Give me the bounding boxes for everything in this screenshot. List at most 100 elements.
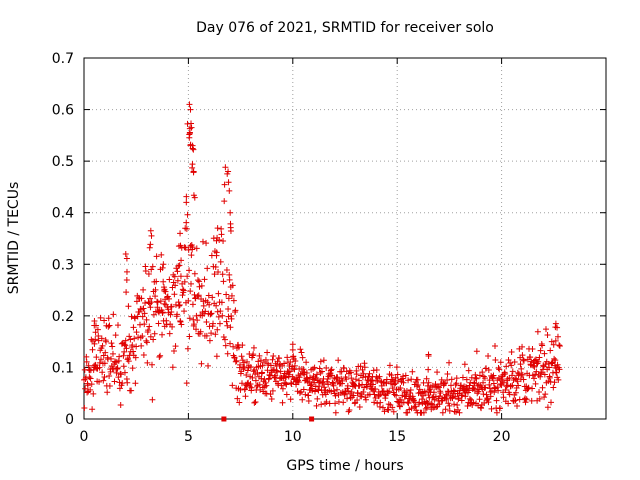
data-point — [417, 389, 424, 396]
data-point — [339, 377, 346, 384]
data-point — [91, 322, 98, 329]
chart-title: Day 076 of 2021, SRMTID for receiver sol… — [196, 20, 494, 36]
data-point — [425, 353, 432, 360]
data-point — [236, 399, 243, 406]
data-point — [149, 263, 156, 270]
tick-labels: 0 0.1 0.2 0.3 0.4 0.5 0.6 0.7 0 5 10 15 20 — [52, 51, 511, 445]
data-point — [140, 286, 147, 293]
data-point — [215, 268, 222, 275]
data-point — [544, 404, 551, 411]
data-point — [89, 346, 96, 353]
data-point — [402, 372, 409, 379]
data-point — [185, 297, 192, 304]
plot-frame — [83, 57, 607, 420]
data-point — [515, 370, 522, 377]
data-point — [169, 323, 176, 330]
data-point — [126, 333, 133, 340]
data-point — [356, 377, 363, 384]
data-point — [309, 387, 316, 394]
data-point — [221, 336, 228, 343]
data-point — [112, 332, 119, 339]
data-point — [125, 303, 132, 310]
data-point — [490, 372, 497, 379]
data-point — [298, 349, 305, 356]
data-point — [446, 407, 453, 414]
data-point — [252, 399, 259, 406]
data-point — [344, 395, 351, 402]
data-point — [508, 348, 515, 355]
data-point — [515, 382, 522, 389]
data-point — [377, 399, 384, 406]
data-point — [132, 380, 139, 387]
y-tick-label: 0.3 — [52, 257, 74, 273]
data-point — [533, 368, 540, 375]
data-point — [360, 370, 367, 377]
data-point — [148, 299, 155, 306]
data-point — [392, 374, 399, 381]
data-point — [290, 356, 297, 363]
data-point — [539, 384, 546, 391]
data-point — [422, 405, 429, 412]
data-point — [194, 293, 201, 300]
data-point — [492, 356, 499, 363]
data-point — [485, 399, 492, 406]
data-point — [522, 399, 529, 406]
axis-ticks — [83, 57, 606, 420]
data-point — [82, 385, 89, 392]
data-point — [313, 371, 320, 378]
data-point — [465, 367, 472, 374]
data-point — [176, 302, 183, 309]
data-point — [218, 299, 225, 306]
data-point — [182, 244, 189, 251]
data-point — [100, 377, 107, 384]
data-point — [318, 401, 325, 408]
data-point — [546, 374, 553, 381]
data-point — [224, 170, 231, 177]
data-point — [233, 357, 240, 364]
data-point — [524, 386, 531, 393]
data-point — [177, 273, 184, 280]
data-point — [174, 277, 181, 284]
data-point — [352, 376, 359, 383]
data-point — [89, 406, 96, 413]
data-point — [537, 373, 544, 380]
x-tick-label: 15 — [388, 429, 406, 445]
data-point — [122, 250, 129, 257]
data-point — [497, 359, 504, 366]
data-point — [548, 360, 555, 367]
data-point — [138, 342, 145, 349]
data-point — [171, 273, 178, 280]
data-point — [348, 388, 355, 395]
data-point — [328, 388, 335, 395]
data-point — [436, 401, 443, 408]
data-point — [422, 389, 429, 396]
data-point — [485, 367, 492, 374]
data-point — [178, 321, 185, 328]
data-point — [519, 371, 526, 378]
data-point — [244, 358, 251, 365]
data-point — [186, 131, 193, 138]
data-point — [219, 271, 226, 278]
data-point — [229, 382, 236, 389]
data-point — [153, 253, 160, 260]
data-point — [129, 365, 136, 372]
data-point — [101, 373, 108, 380]
data-point — [227, 340, 234, 347]
data-point — [267, 372, 274, 379]
data-point — [279, 385, 286, 392]
data-point — [251, 399, 258, 406]
data-point — [437, 389, 444, 396]
data-point — [276, 355, 283, 362]
data-point — [108, 340, 115, 347]
data-point — [212, 263, 219, 270]
data-point — [487, 393, 494, 400]
data-point — [91, 340, 98, 347]
data-point — [328, 366, 335, 373]
data-point — [142, 300, 149, 307]
data-point — [343, 376, 350, 383]
y-tick-label: 0.7 — [52, 51, 74, 67]
data-point — [125, 358, 132, 365]
data-point — [356, 404, 363, 411]
data-point — [384, 406, 391, 413]
